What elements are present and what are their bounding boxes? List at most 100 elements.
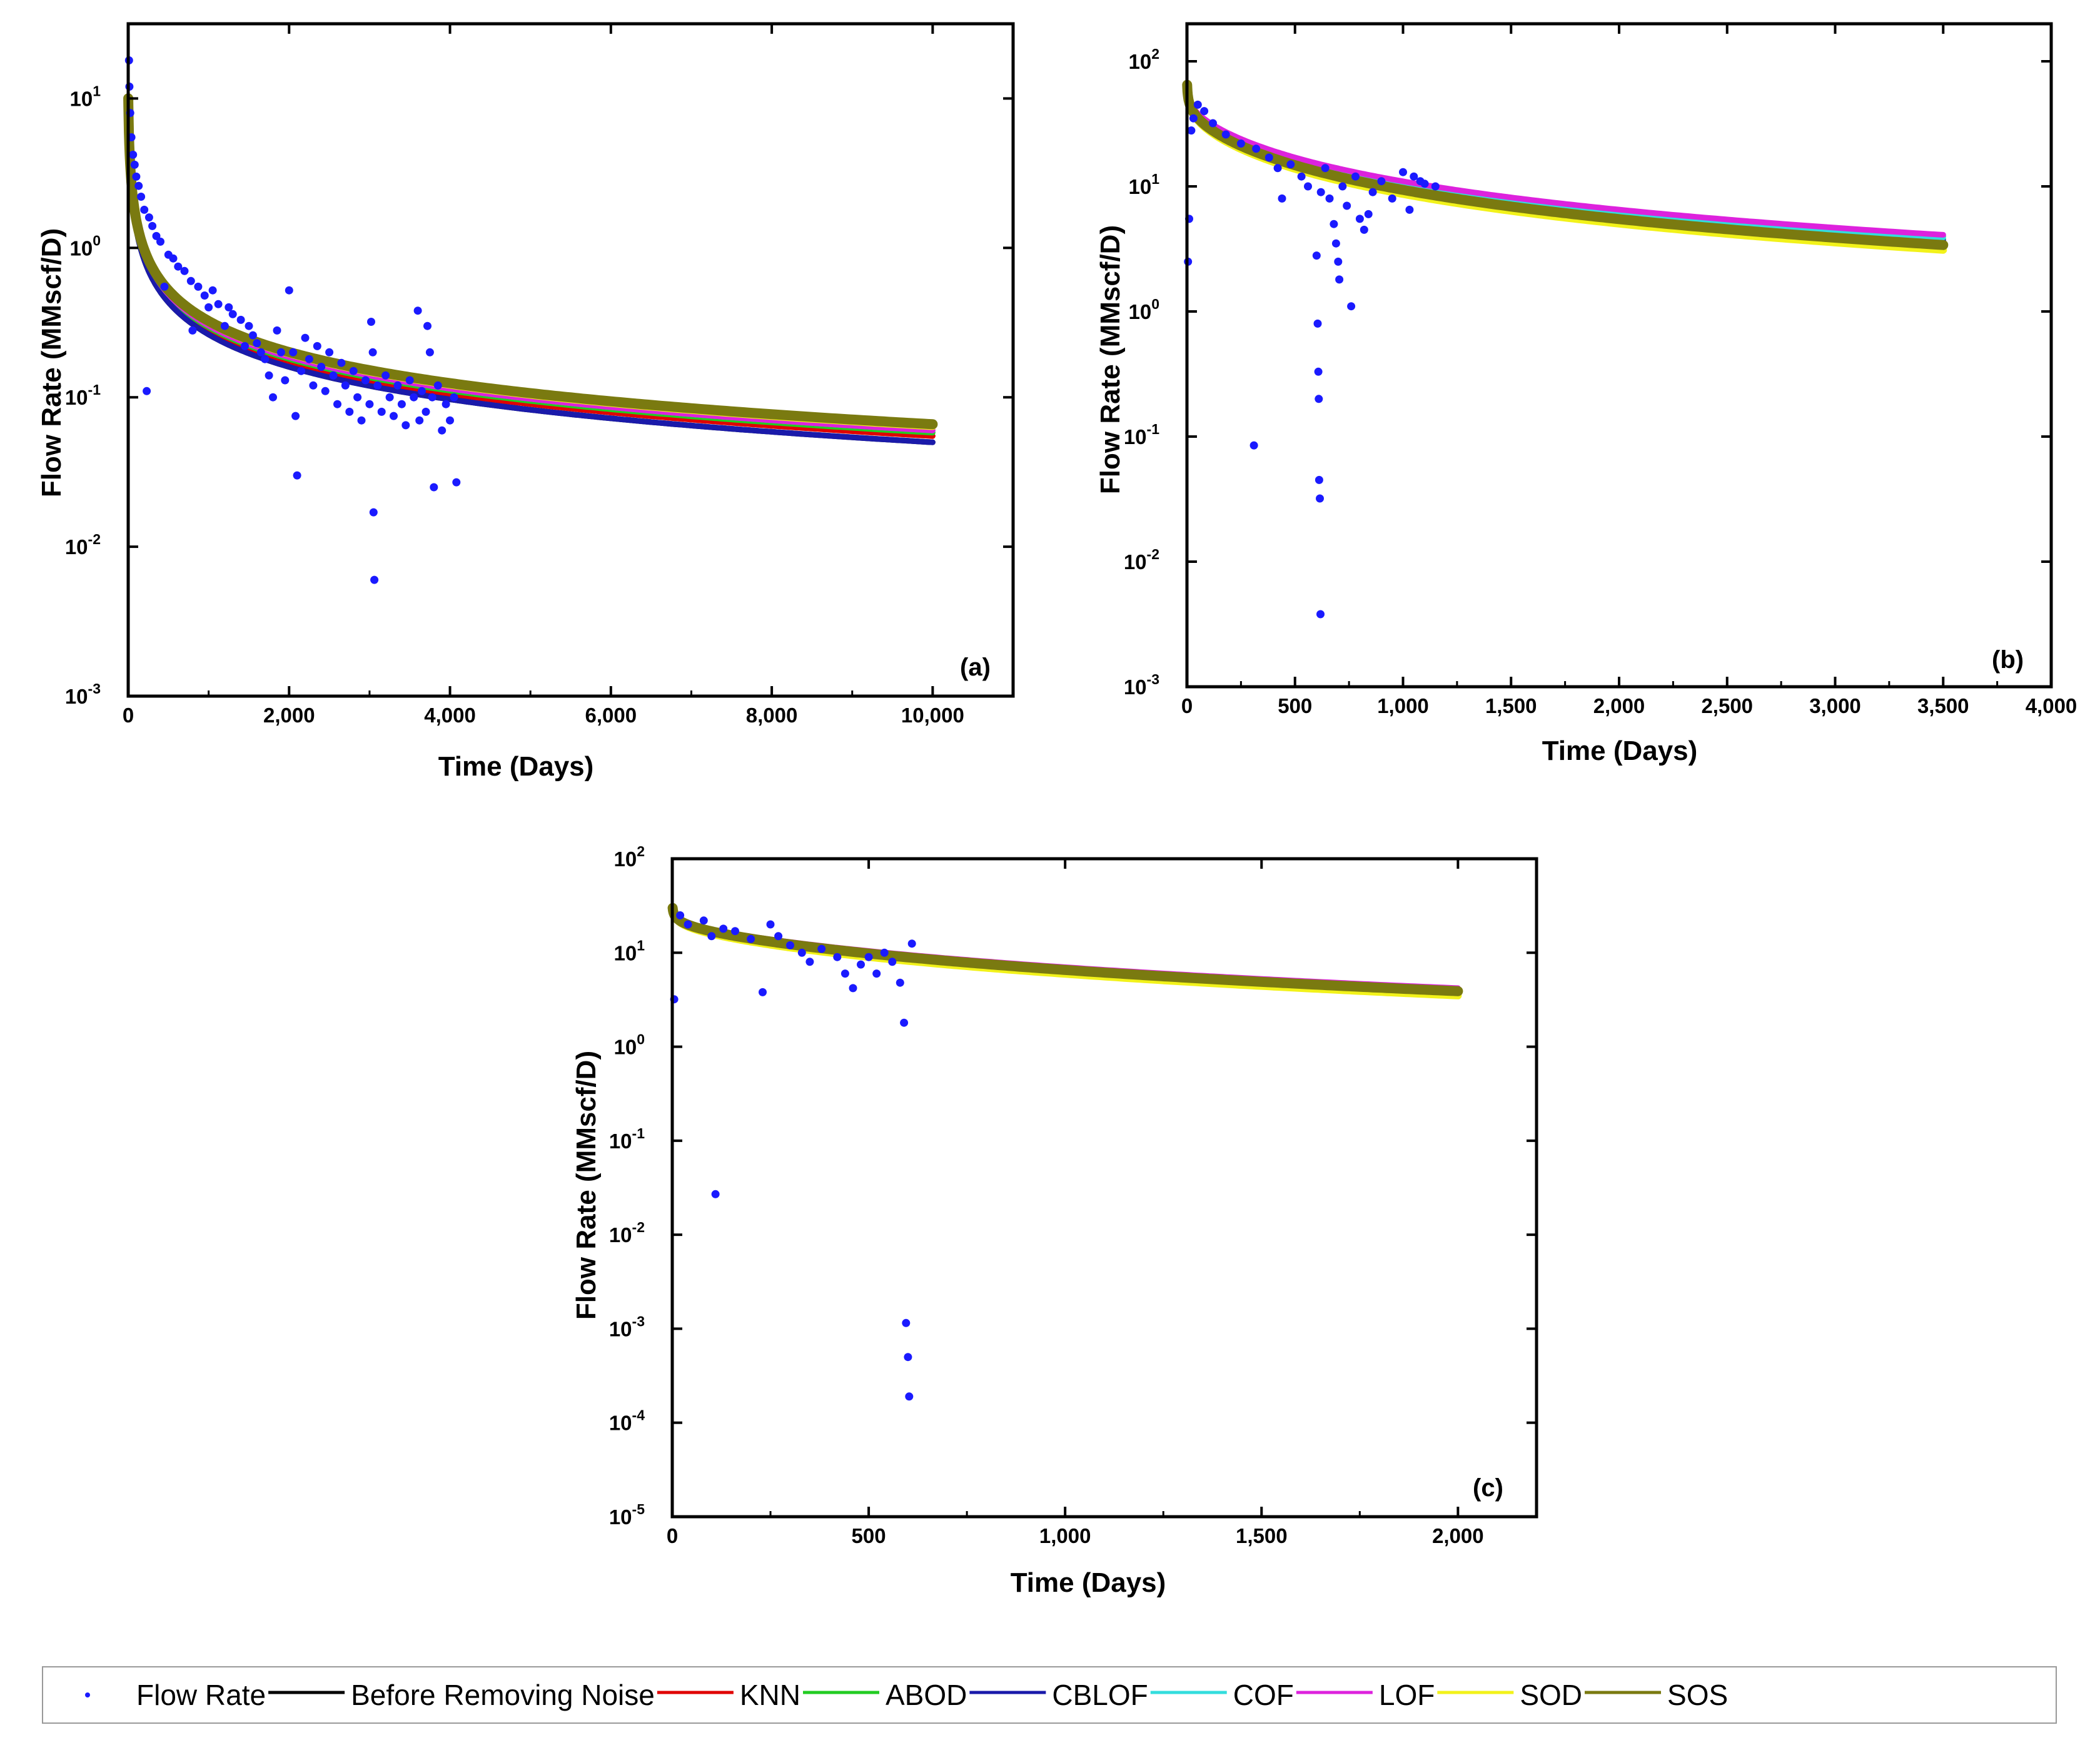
- flow-rate-point-a: [341, 381, 350, 390]
- flow-rate-point-c: [896, 978, 904, 987]
- flow-rate-point-a: [228, 310, 237, 318]
- flow-rate-point-b: [1377, 177, 1386, 186]
- flow-rate-point-a: [305, 355, 313, 363]
- flow-rate-point-a: [369, 508, 378, 517]
- flow-rate-point-a: [236, 315, 245, 324]
- flow-rate-point-a: [174, 262, 183, 271]
- flow-rate-point-a: [186, 276, 195, 285]
- flow-rate-point-c: [805, 958, 814, 966]
- flow-rate-point-a: [214, 300, 223, 308]
- flow-rate-point-a: [169, 254, 178, 263]
- x-tick-label-c: 500: [852, 1524, 886, 1547]
- chart-panel-c: Flow Rate (MMscf/D) Time (Days) (c) 0 500…: [571, 843, 1538, 1598]
- flow-rate-point-a: [293, 471, 301, 480]
- legend-label: COF: [1233, 1679, 1294, 1711]
- x-tick-label-c: 0: [667, 1524, 678, 1547]
- legend-item-flow-rate: Flow Rate: [85, 1679, 266, 1711]
- flow-rate-point-b: [1286, 160, 1295, 169]
- flow-rate-point-a: [433, 381, 442, 390]
- legend-item-lof: LOF: [1296, 1679, 1435, 1711]
- flow-rate-point-b: [1252, 144, 1261, 153]
- flow-rate-point-b: [1316, 188, 1325, 196]
- legend-label: SOS: [1667, 1679, 1728, 1711]
- x-tick-label-b: 500: [1278, 694, 1312, 717]
- x-tick-label-b: 3,000: [1809, 694, 1861, 717]
- flow-rate-point-a: [428, 393, 437, 402]
- flow-rate-point-b: [1249, 441, 1258, 450]
- x-tick-label-a: 0: [123, 704, 134, 727]
- flow-rate-point-c: [864, 953, 873, 961]
- flow-rate-point-a: [129, 150, 138, 159]
- flow-rate-point-c: [759, 988, 767, 996]
- legend-label: SOD: [1520, 1679, 1582, 1711]
- flow-rate-point-c: [719, 924, 728, 933]
- flow-rate-point-a: [353, 393, 362, 402]
- flow-rate-point-c: [900, 1018, 909, 1027]
- flow-rate-point-a: [269, 393, 277, 402]
- x-tick-label-c: 1,500: [1236, 1524, 1288, 1547]
- flow-rate-point-a: [188, 326, 197, 335]
- flow-rate-point-a: [160, 282, 169, 291]
- legend-item-sod: SOD: [1437, 1679, 1582, 1711]
- x-tick-label-b: 3,500: [1917, 694, 1969, 717]
- flow-rate-point-a: [393, 381, 402, 390]
- flow-rate-point-b: [1315, 475, 1323, 484]
- flow-rate-point-a: [261, 355, 270, 363]
- flow-rate-point-b: [1316, 494, 1324, 503]
- legend-item-before-removing-noise: Before Removing Noise: [268, 1679, 655, 1711]
- flow-rate-point-b: [1399, 168, 1407, 176]
- flow-rate-point-a: [285, 286, 293, 295]
- flow-rate-point-c: [833, 953, 842, 961]
- flow-rate-point-b: [1313, 319, 1322, 328]
- flow-rate-point-c: [880, 948, 889, 957]
- flow-rate-point-c: [786, 941, 794, 949]
- flow-rate-point-b: [1420, 180, 1429, 188]
- flow-rate-point-a: [208, 286, 217, 295]
- flow-rate-point-b: [1431, 182, 1440, 191]
- flow-rate-point-c: [849, 984, 857, 993]
- x-tick-label-a: 4,000: [424, 704, 476, 727]
- flow-rate-point-a: [137, 193, 146, 201]
- y-axis-title-a: Flow Rate (MMscf/D): [36, 228, 67, 497]
- flow-rate-point-c: [731, 927, 739, 936]
- legend-label: CBLOF: [1052, 1679, 1148, 1711]
- flow-rate-point-b: [1314, 367, 1323, 376]
- flow-rate-point-b: [1330, 220, 1338, 228]
- flow-rate-point-b: [1351, 172, 1360, 181]
- flow-rate-point-a: [446, 416, 454, 425]
- flow-rate-point-b: [1312, 251, 1321, 260]
- x-axis-title-b: Time (Days): [1542, 736, 1698, 766]
- x-tick-label-b: 0: [1181, 694, 1193, 717]
- fit-line-sos-c: [667, 903, 1463, 996]
- flow-rate-point-a: [148, 221, 157, 230]
- flow-rate-point-a: [397, 400, 406, 408]
- flow-rate-point-a: [345, 407, 354, 416]
- flow-rate-point-a: [442, 400, 450, 408]
- flow-rate-point-a: [225, 303, 233, 311]
- flow-rate-point-a: [438, 426, 447, 435]
- flow-rate-point-a: [256, 348, 265, 357]
- flow-rate-point-c: [747, 934, 755, 943]
- flow-rate-point-a: [405, 376, 414, 385]
- x-tick-label-b: 1,500: [1485, 694, 1537, 717]
- legend-item-cof: COF: [1150, 1679, 1294, 1711]
- flow-rate-point-b: [1316, 610, 1325, 619]
- flow-rate-point-a: [297, 367, 306, 375]
- flow-rate-point-c: [707, 932, 716, 941]
- flow-rate-point-a: [450, 393, 458, 402]
- flow-rate-point-c: [905, 1392, 914, 1401]
- flow-rate-point-b: [1331, 239, 1340, 248]
- legend-frame: [42, 1666, 2057, 1724]
- flow-rate-point-a: [289, 348, 298, 357]
- flow-rate-point-a: [385, 393, 394, 402]
- flow-rate-point-a: [422, 407, 430, 416]
- flow-rate-point-c: [676, 911, 685, 919]
- y-axis-title-b: Flow Rate (MMscf/D): [1095, 225, 1126, 494]
- flow-rate-point-b: [1347, 302, 1356, 311]
- flow-rate-point-c: [766, 920, 775, 929]
- flow-rate-point-a: [134, 181, 143, 190]
- flow-rate-point-b: [1325, 194, 1334, 203]
- flow-rate-point-a: [390, 412, 398, 420]
- flow-rate-point-a: [413, 306, 422, 315]
